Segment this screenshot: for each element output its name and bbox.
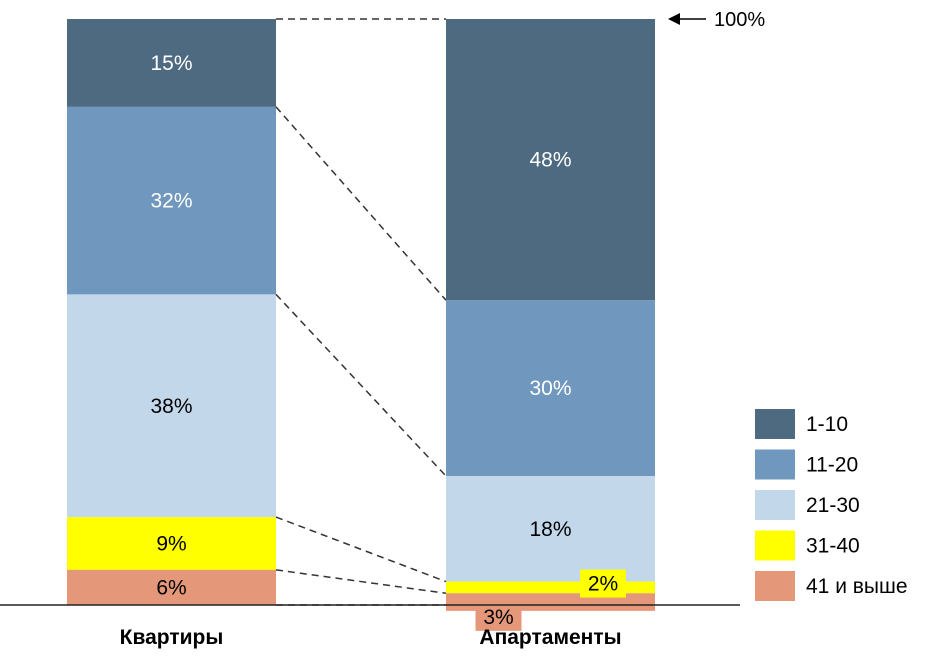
segment-labels: 15% 32% 38% 9% 6% 48% 30% 18% 2% 3% <box>150 52 626 631</box>
segment-value-label: 3% <box>483 606 513 629</box>
legend-swatch <box>755 490 795 520</box>
legend: 1-10 11-20 21-30 31-40 41 и выше <box>755 409 908 601</box>
connector-line <box>275 106 447 301</box>
bar-segment-11-20 <box>446 300 655 477</box>
segment-value-label: 9% <box>156 532 186 555</box>
connector-line <box>275 293 447 477</box>
segment-value-label: 2% <box>588 573 618 596</box>
segment-value-label: 18% <box>529 518 571 541</box>
legend-label: 1-10 <box>806 413 848 436</box>
category-label: Апартаменты <box>479 626 621 649</box>
legend-label: 11-20 <box>806 454 858 477</box>
legend-label: 21-30 <box>806 494 860 517</box>
legend-swatch <box>755 530 795 561</box>
bar-segment-41-и-выше <box>67 569 276 605</box>
segment-value-label: 30% <box>529 377 571 400</box>
legend-swatch <box>755 449 795 480</box>
segment-value-label: 32% <box>150 190 192 213</box>
bar-segments <box>67 19 655 611</box>
reference-label: 100% <box>714 9 765 31</box>
legend-swatch <box>755 571 795 601</box>
category-labels: Квартиры Апартаменты <box>120 626 622 649</box>
connector-line <box>275 569 447 595</box>
legend-label: 31-40 <box>806 535 860 558</box>
legend-swatch <box>755 409 795 439</box>
bar-segment-21-30 <box>67 294 276 518</box>
reference-marker: 100% <box>668 9 765 31</box>
segment-value-label: 38% <box>150 395 192 418</box>
bar-segment-11-20 <box>67 106 276 295</box>
label-callout-box <box>475 602 522 631</box>
connector-line <box>275 516 447 583</box>
bar-segment-1-10 <box>446 19 655 301</box>
legend-label: 41 и выше <box>806 575 908 598</box>
dashed-connectors <box>275 18 447 606</box>
bar-segment-31-40 <box>67 517 276 570</box>
bar-segment-31-40 <box>446 581 655 594</box>
segment-value-label: 48% <box>529 149 571 172</box>
label-callout-box <box>580 569 626 598</box>
category-label: Квартиры <box>120 626 224 649</box>
bar-segment-1-10 <box>67 19 276 107</box>
bar-segment-21-30 <box>446 476 655 582</box>
segment-value-label: 6% <box>156 576 186 599</box>
reference-arrow-icon <box>668 13 680 25</box>
segment-value-label: 15% <box>150 52 192 75</box>
